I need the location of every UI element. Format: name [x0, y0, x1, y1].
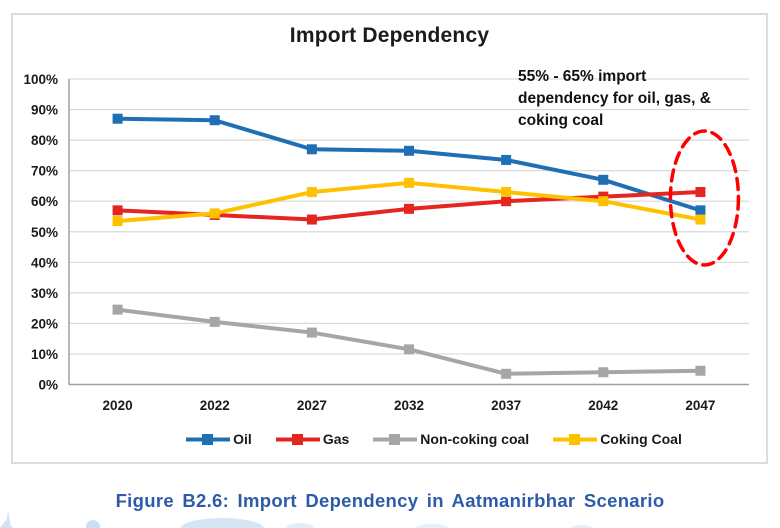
legend-marker-gas: [275, 433, 320, 445]
legend-item-gas: Gas: [275, 431, 350, 447]
y-axis-tick-label: 90%: [31, 103, 58, 118]
data-point-coking-coal: [209, 208, 220, 219]
x-axis-tick-label: 2042: [588, 398, 618, 413]
series-line-non-coking-coal: [115, 307, 703, 376]
data-point-coking-coal: [501, 187, 512, 198]
x-axis-tick-label: 2020: [103, 398, 133, 413]
data-point-non-coking-coal: [306, 327, 317, 338]
legend-label: Oil: [233, 431, 252, 447]
y-axis-tick-label: 30%: [31, 286, 58, 301]
legend-item-non-coking-coal: Non-coking coal: [373, 431, 529, 447]
data-point-coking-coal: [404, 177, 414, 188]
legend-marker-non-coking-coal: [373, 433, 418, 445]
data-point-oil: [695, 205, 706, 216]
data-point-gas: [695, 187, 706, 198]
data-point-gas: [404, 203, 414, 214]
data-point-oil: [112, 113, 123, 124]
legend-item-oil: Oil: [186, 431, 252, 447]
data-point-gas: [501, 196, 512, 207]
data-point-oil: [404, 145, 414, 156]
data-point-coking-coal: [695, 214, 706, 225]
data-point-oil: [501, 154, 512, 165]
watermark-shape: [570, 525, 594, 528]
x-axis-tick-label: 2047: [685, 398, 715, 413]
data-point-non-coking-coal: [404, 344, 414, 355]
x-axis-tick-label: 2027: [297, 398, 327, 413]
data-point-non-coking-coal: [209, 316, 220, 327]
data-point-coking-coal: [112, 216, 123, 227]
watermark-shape: [415, 524, 449, 528]
y-axis-tick-label: 0%: [38, 378, 58, 393]
data-point-gas: [306, 214, 317, 225]
chart-legend: Oil Gas Non-coking coal Coking Coal: [80, 431, 780, 447]
data-point-non-coking-coal: [598, 367, 609, 378]
legend-marker-coking-coal: [553, 433, 598, 445]
watermark-shape: [86, 520, 100, 528]
data-point-coking-coal: [306, 187, 317, 198]
figure-caption: Figure B2.6: Import Dependency in Aatman…: [115, 490, 665, 511]
y-axis-tick-label: 60%: [31, 194, 58, 209]
x-axis-tick-label: 2022: [200, 398, 230, 413]
data-point-oil: [306, 144, 317, 155]
highlight-ellipse: [668, 129, 741, 267]
y-axis-tick-label: 40%: [31, 255, 58, 270]
legend-marker-oil: [186, 433, 231, 445]
chart-annotation: 55% - 65% import dependency for oil, gas…: [518, 68, 711, 129]
y-axis-tick-label: 70%: [31, 164, 58, 179]
x-axis-tick-label: 2037: [491, 398, 521, 413]
legend-label: Coking Coal: [600, 431, 682, 447]
data-point-coking-coal: [598, 196, 609, 207]
watermark-decoration: [0, 510, 594, 528]
y-axis-tick-label: 50%: [31, 225, 58, 240]
watermark-shape: [286, 523, 314, 528]
watermark-shape: [0, 510, 13, 528]
x-axis-tick-label: 2032: [394, 398, 424, 413]
data-point-non-coking-coal: [501, 368, 512, 379]
chart-container: [11, 13, 768, 464]
y-axis-tick-label: 20%: [31, 316, 58, 331]
legend-label: Gas: [322, 431, 350, 447]
legend-item-coking-coal: Coking Coal: [553, 431, 682, 447]
watermark-shape: [180, 518, 264, 528]
data-point-non-coking-coal: [695, 365, 706, 376]
data-point-non-coking-coal: [112, 304, 123, 315]
data-point-oil: [598, 174, 609, 185]
chart-title: Import Dependency: [289, 24, 490, 47]
legend-label: Non-coking coal: [420, 431, 530, 447]
y-axis-tick-label: 100%: [23, 72, 58, 87]
series-line-coking-coal: [115, 180, 703, 224]
y-axis-tick-label: 10%: [31, 347, 58, 362]
data-point-oil: [209, 115, 220, 126]
y-axis-tick-label: 80%: [31, 133, 58, 148]
data-point-gas: [112, 205, 123, 216]
